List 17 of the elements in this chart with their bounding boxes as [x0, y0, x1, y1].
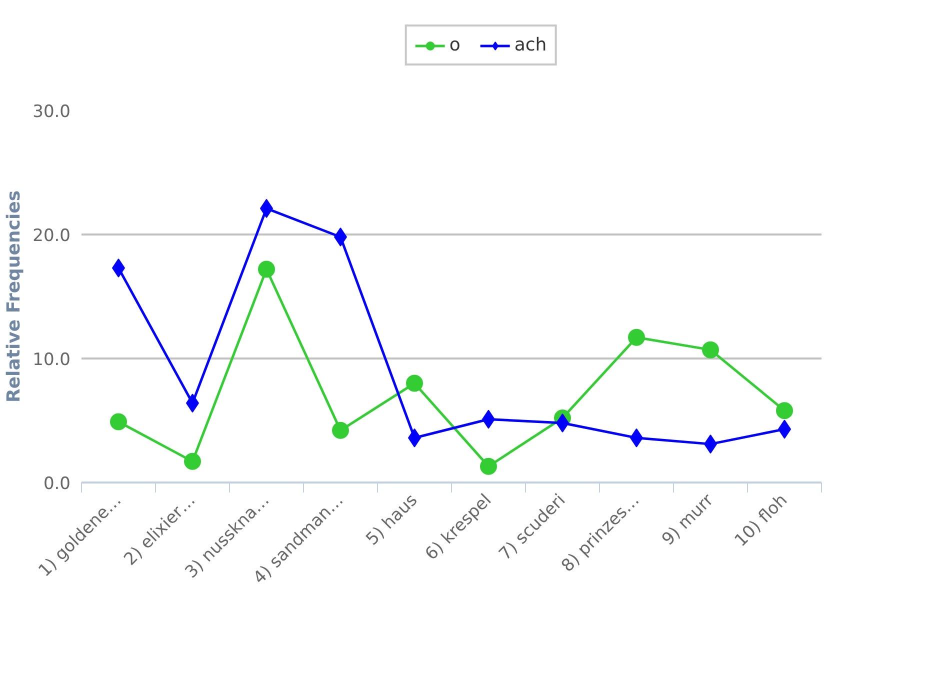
y-tick-label: 10.0	[32, 350, 71, 370]
point	[258, 260, 275, 278]
point	[702, 341, 719, 358]
point	[628, 328, 645, 346]
point	[184, 452, 201, 470]
point	[776, 402, 793, 420]
x-tick-label: 10) floh	[731, 490, 792, 551]
y-axis-title: Relative Frequencies	[4, 190, 25, 403]
y-tick-label: 20.0	[32, 226, 71, 246]
legend-label: ach	[514, 34, 547, 56]
point	[480, 458, 497, 475]
legend-label: o	[449, 34, 462, 56]
point	[332, 422, 349, 439]
y-tick-label: 30.0	[32, 102, 71, 122]
point	[406, 374, 423, 392]
point	[110, 413, 127, 430]
y-tick-label: 0.0	[43, 474, 71, 494]
